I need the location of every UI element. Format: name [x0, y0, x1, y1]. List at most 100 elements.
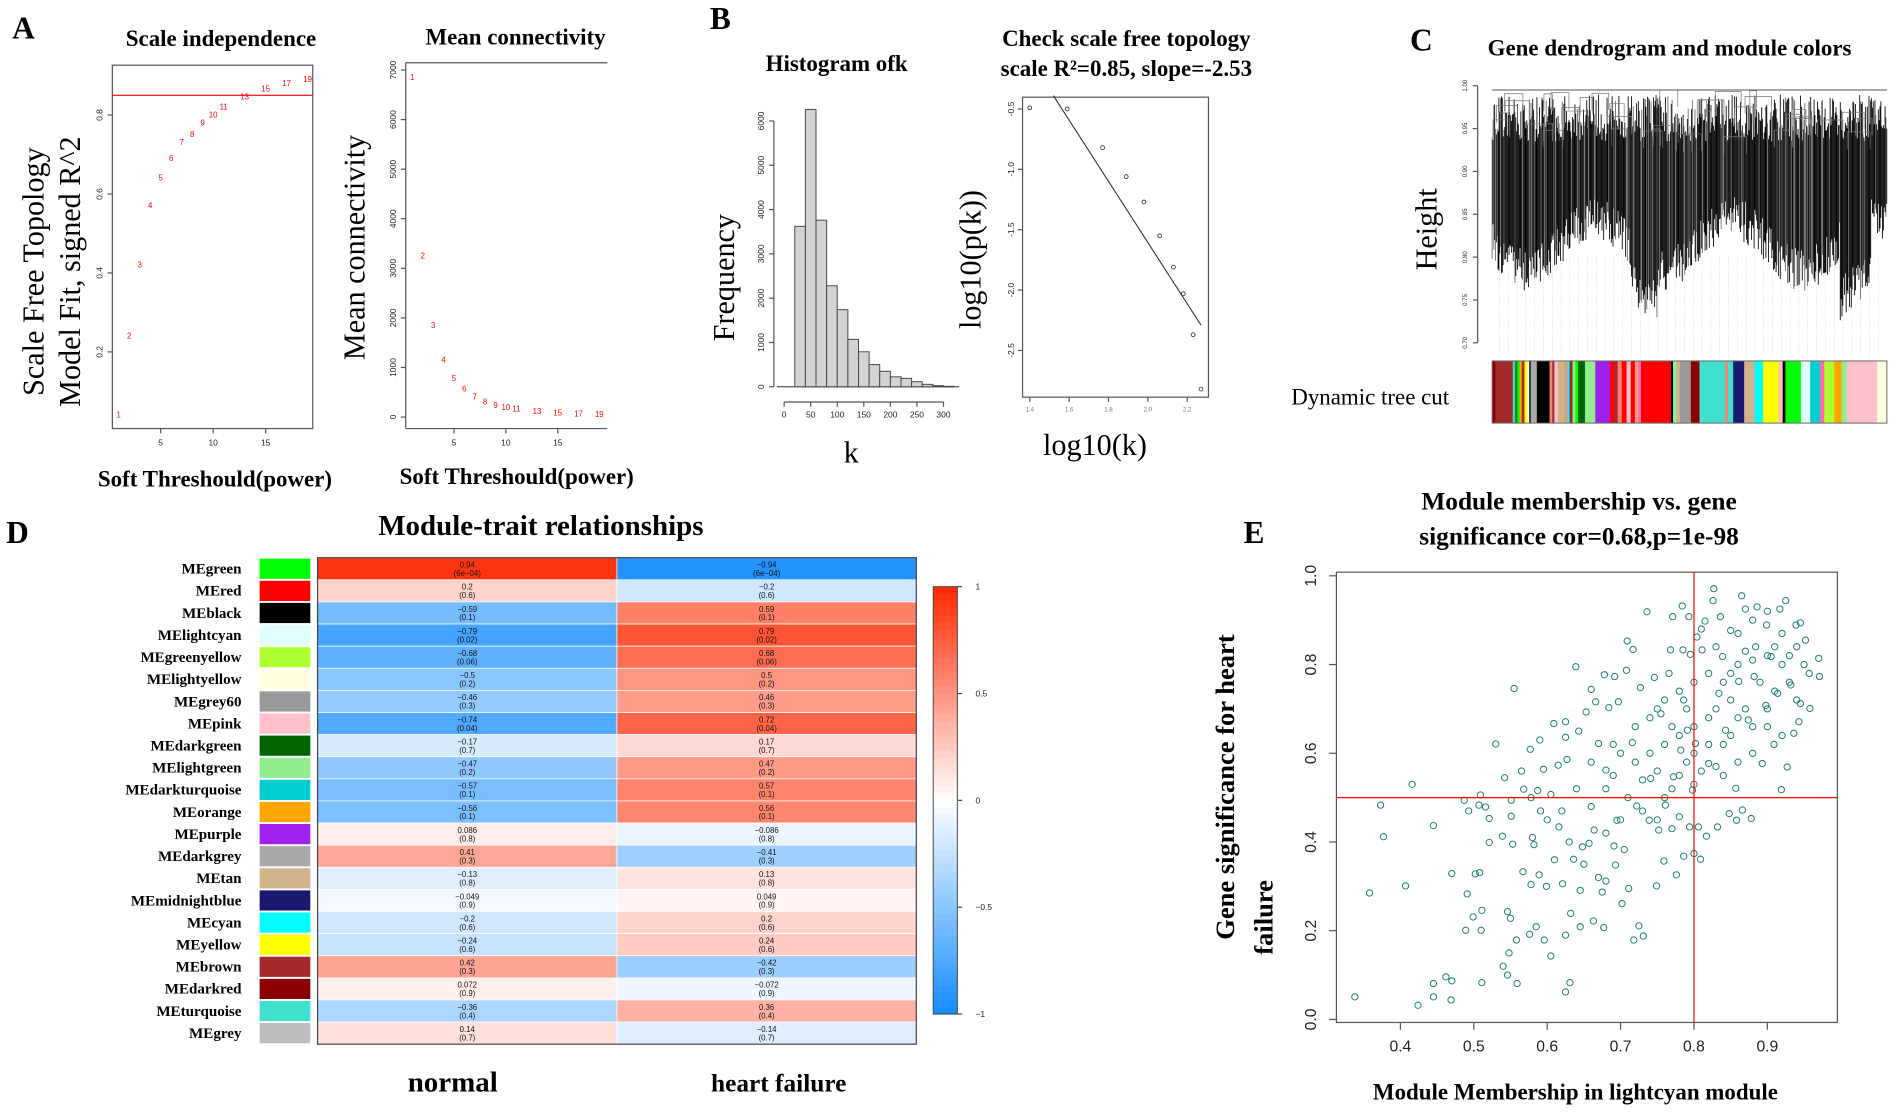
heatmap-cell-pvalue: (0.06): [457, 657, 478, 666]
histogram-bar: [879, 370, 891, 388]
heatmap-cell-pvalue: (0.7): [459, 746, 475, 755]
module-color-segment: [1575, 360, 1579, 424]
data-point: [1696, 855, 1705, 863]
colorbar-segment: [933, 608, 958, 616]
data-point: [1815, 654, 1823, 662]
y-tick-label: 0.6: [95, 188, 105, 200]
data-point: [1777, 786, 1785, 794]
colorbar-segment: [933, 657, 958, 666]
colorbar-segment: [933, 964, 958, 972]
heatmap-cell-pvalue: (0.3): [759, 856, 775, 865]
power-label: 5: [452, 374, 457, 383]
data-point: [1705, 714, 1713, 722]
colorbar-segment: [933, 807, 958, 816]
module-color-segment: [1690, 360, 1700, 424]
power-label: 17: [574, 410, 583, 419]
data-point: [1517, 767, 1526, 775]
x-tick-label: 2.2: [1183, 408, 1192, 414]
data-point: [1679, 646, 1687, 654]
data-point: [1526, 745, 1534, 753]
data-point: [1376, 801, 1385, 809]
histogram-plot: 0 50 100 150 200 250 3000100020003000400050006…: [756, 108, 959, 420]
x-tick-label: 0.4: [1389, 1038, 1411, 1055]
module-color-segment: [1841, 360, 1848, 424]
colorbar-segment: [933, 786, 958, 794]
heatmap-cell-correlation: 0.47: [759, 760, 774, 769]
data-point: [1535, 871, 1543, 879]
power-label: 2: [421, 251, 425, 260]
dendrogram-merge: [1734, 106, 1754, 124]
data-point: [1753, 603, 1761, 611]
heatmap-cell-pvalue: (0.9): [459, 989, 475, 998]
colorbar-segment: [933, 935, 958, 944]
data-point: [1716, 613, 1725, 621]
module-color-segment: [1673, 360, 1677, 424]
data-point: [1771, 687, 1779, 695]
data-point: [1506, 914, 1515, 922]
data-point: [1569, 855, 1578, 863]
module-color-segment: [1744, 360, 1755, 424]
data-point: [1801, 636, 1810, 644]
mm-gs-ylabel-1: Gene significance for heart: [1210, 634, 1240, 940]
dendrogram-merge: [1705, 110, 1712, 129]
module-row-label: MEdarkred: [165, 982, 242, 998]
data-point: [1507, 812, 1515, 820]
data-point: [1793, 696, 1801, 704]
data-point: [1578, 843, 1587, 851]
module-color-segment: [1725, 360, 1729, 424]
data-point: [1727, 731, 1735, 740]
heatmap-cell-pvalue: (0.6): [459, 591, 475, 600]
module-color-segment: [1699, 360, 1726, 424]
heatmap-cell-pvalue: (0.6): [759, 591, 775, 600]
heatmap-cell-correlation: −0.57: [457, 782, 477, 791]
colorbar-segment: [933, 615, 958, 623]
heatmap-cell-correlation: −0.24: [457, 936, 477, 945]
module-row-label: MElightcyan: [158, 628, 242, 644]
data-point: [1712, 762, 1720, 771]
module-color-swatch: [259, 868, 311, 889]
scale-free-plot: -2.5 -2.0 -1.5 -1.0 -0.5 1.4 1.6 1.8 2.0 2.2: [1006, 95, 1210, 414]
histogram-bar: [826, 285, 838, 388]
x-tick-label: 0: [782, 410, 787, 420]
dendrogram-merge: [1795, 116, 1813, 135]
heatmap-frame: [316, 557, 917, 1045]
module-row-label: MEdarkgreen: [150, 738, 242, 754]
histogram-title: Histogram ofk: [766, 51, 908, 76]
heatmap-cell-correlation: −0.049: [455, 892, 479, 901]
heatmap-cell-pvalue: (0.1): [759, 613, 775, 622]
data-point: [1498, 832, 1507, 840]
data-point: [1602, 785, 1610, 793]
power-label: 13: [533, 407, 542, 416]
data-point: [1379, 833, 1388, 841]
data-point: [1793, 643, 1801, 651]
data-point: [1614, 698, 1622, 706]
heatmap-cell-pvalue: (0.6): [459, 923, 475, 932]
y-tick-label: 0.4: [1303, 831, 1320, 853]
heatmap-cell-correlation: −0.072: [755, 981, 779, 990]
module-color-segment: [1517, 360, 1521, 424]
dendrogram-ylabel: Height: [1410, 188, 1444, 271]
power-label: 6: [169, 154, 174, 163]
x-tick-label: 1.8: [1104, 408, 1113, 414]
heatmap-cell-pvalue: (0.4): [759, 1011, 775, 1020]
data-point: [1705, 759, 1713, 768]
data-point: [1365, 889, 1374, 897]
panel-e: E Module membership vs. gene significanc…: [1210, 487, 1838, 1105]
data-point: [1710, 585, 1718, 593]
data-point: [1448, 869, 1456, 878]
data-point: [1643, 608, 1651, 616]
x-tick-label: 200: [883, 410, 897, 420]
y-tick-label: 6000: [388, 110, 398, 129]
heatmap-cell-correlation: −0.41: [757, 848, 777, 857]
histogram-ylabel: Frequency: [707, 214, 741, 341]
data-point: [1429, 993, 1438, 1001]
data-point: [1575, 727, 1583, 735]
heatmap-cell-correlation: −0.74: [457, 715, 477, 724]
data-point: [1646, 714, 1654, 722]
heatmap-cell-correlation: −0.68: [457, 649, 477, 658]
power-label: 7: [473, 393, 477, 402]
data-point: [1680, 696, 1688, 704]
data-point: [1465, 807, 1473, 815]
module-color-segment: [1519, 360, 1523, 424]
